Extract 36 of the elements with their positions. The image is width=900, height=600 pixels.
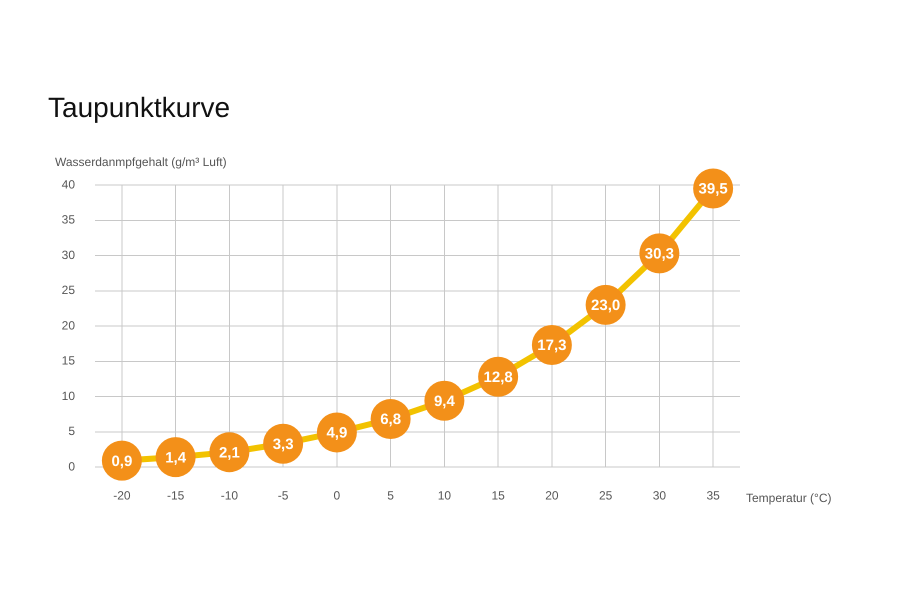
x-tick-label: 0 — [334, 488, 341, 503]
data-label: 4,9 — [326, 424, 348, 442]
x-axis-title: Temperatur (°C) — [746, 491, 832, 505]
data-label: 0,9 — [111, 452, 132, 470]
y-tick-label: 20 — [62, 318, 76, 332]
y-tick-label: 40 — [62, 177, 76, 192]
data-label: 9,4 — [434, 392, 456, 410]
data-label: 39,5 — [698, 180, 728, 198]
y-tick-label: 25 — [62, 283, 76, 298]
y-axis-title: Wasserdanmpfgehalt (g/m³ Luft) — [55, 155, 227, 169]
x-tick-label: 25 — [598, 488, 613, 503]
data-label: 30,3 — [644, 246, 674, 263]
data-label: 3,3 — [272, 436, 294, 453]
chart-title: Taupunktkurve — [48, 92, 230, 124]
x-tick-label: 35 — [706, 488, 720, 503]
x-tick-label: -20 — [113, 488, 131, 503]
data-label: 1,4 — [165, 449, 187, 466]
data-label: 17,3 — [537, 337, 566, 354]
y-tick-label: 10 — [62, 388, 76, 403]
data-label: 23,0 — [591, 296, 620, 314]
x-tick-label: 20 — [545, 488, 559, 503]
y-tick-label: 5 — [68, 424, 76, 438]
x-tick-label: 5 — [387, 488, 394, 503]
y-tick-label: 0 — [68, 459, 76, 474]
x-tick-label: -5 — [278, 488, 289, 503]
x-tick-label: -10 — [220, 488, 238, 503]
data-label: 6,8 — [380, 411, 402, 428]
y-tick-label: 30 — [62, 248, 76, 262]
x-tick-label: -15 — [166, 488, 185, 503]
y-tick-label: 15 — [62, 354, 76, 368]
x-tick-label: 15 — [491, 488, 506, 503]
x-tick-label: 30 — [652, 488, 666, 503]
x-tick-label: 10 — [438, 488, 452, 503]
data-label: 2,1 — [218, 444, 240, 462]
data-label: 12,8 — [484, 368, 513, 386]
y-tick-label: 35 — [62, 212, 76, 227]
